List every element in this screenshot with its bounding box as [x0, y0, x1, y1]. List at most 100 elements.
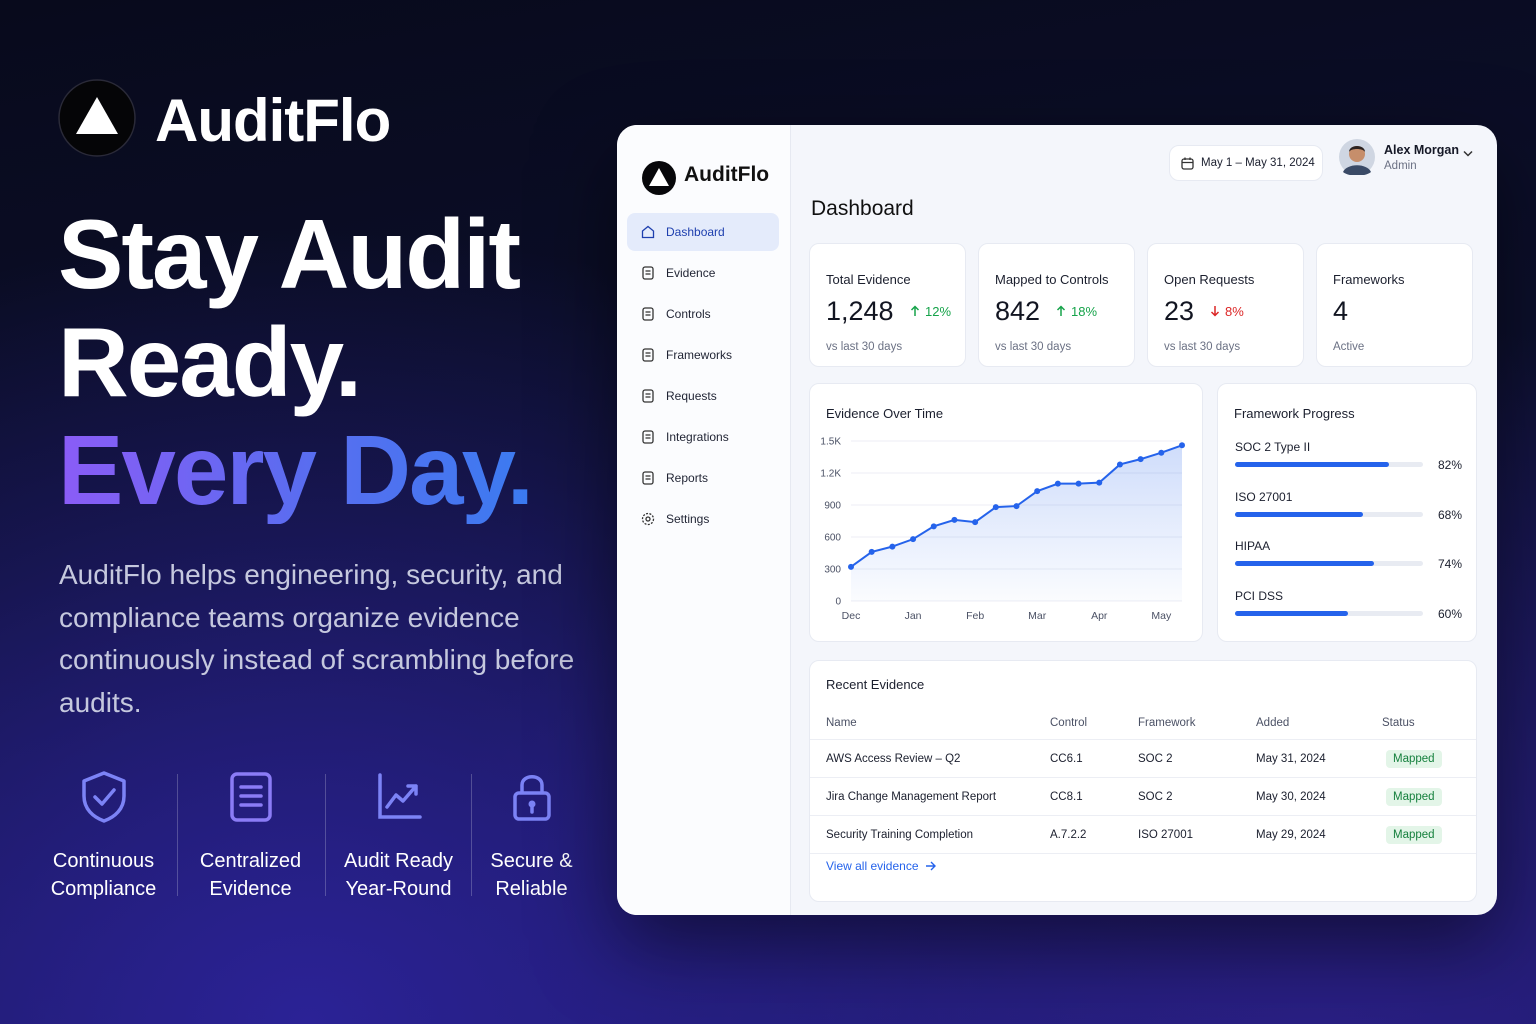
stat-label: Total Evidence	[826, 272, 911, 287]
change-value: 12%	[925, 304, 952, 319]
change-value: 8%	[1225, 304, 1244, 319]
change-arrow	[1056, 305, 1066, 316]
hero-title: Stay Audit Ready. Every Day.	[58, 200, 534, 524]
column-header: Added	[1256, 717, 1290, 729]
bar	[1235, 561, 1375, 566]
feature: Continuous Compliance	[30, 770, 177, 903]
nav-item[interactable]: Frameworks	[627, 336, 779, 374]
x-tick-label: Feb	[966, 610, 984, 622]
table-cell: May 30, 2024	[1256, 791, 1326, 803]
bar-value-label: 74%	[1437, 557, 1462, 571]
view-all-link[interactable]: View all evidence	[826, 859, 937, 873]
point	[1034, 488, 1041, 495]
hero-line: Ready.	[58, 307, 362, 417]
feature: Secure & Reliable	[458, 770, 605, 903]
stat-change: 8%	[1210, 304, 1244, 319]
feature-label: Secure & Reliable	[490, 850, 573, 900]
stat-note: vs last 30 days	[826, 341, 903, 353]
nav-item[interactable]: Integrations	[627, 418, 779, 456]
table-title: Recent Evidence	[826, 677, 925, 692]
feature-label: Centralized Evidence	[199, 850, 302, 900]
y-tick-label: 0	[835, 597, 841, 608]
arrow-shape	[1056, 305, 1066, 316]
nav-icon	[642, 307, 654, 321]
user-menu[interactable]: Alex Morgan Admin	[1339, 139, 1479, 179]
chart-title: Evidence Over Time	[826, 406, 944, 421]
arrow-icon	[925, 861, 936, 871]
date-range: May 1 – May 31, 2024	[1201, 157, 1315, 169]
status-badge: Mapped	[1386, 788, 1442, 806]
sidebar-logo	[642, 161, 676, 195]
nav-item[interactable]: Reports	[627, 459, 779, 497]
point	[1116, 461, 1123, 468]
nav-icon	[642, 389, 654, 403]
point	[1179, 442, 1185, 449]
status-badge: Mapped	[1386, 750, 1442, 768]
nav-item[interactable]: Controls	[627, 295, 779, 333]
bar-value-label: 68%	[1437, 507, 1462, 522]
y-tick-label: 300	[824, 565, 841, 576]
x-tick-label: Apr	[1091, 610, 1108, 622]
icon-shape	[645, 270, 651, 275]
row-divider	[810, 853, 1476, 854]
evidence-chart: Evidence Over Time 0 300 600 900 1.2K 1.5K Dec…	[809, 383, 1203, 642]
icon-shape	[642, 348, 654, 362]
bar-value-label: 82%	[1437, 458, 1462, 472]
table-cell: Security Training Completion	[826, 829, 974, 841]
point	[972, 519, 979, 526]
document-icon	[229, 772, 272, 822]
nav-label: Settings	[666, 512, 710, 526]
icon-shape	[642, 471, 654, 485]
nav-label: Integrations	[666, 430, 729, 444]
stat-card: Frameworks 4 Active	[1316, 243, 1473, 367]
icon-shape	[645, 434, 651, 439]
stat-note: vs last 30 days	[1164, 341, 1241, 353]
point	[951, 516, 958, 523]
icon-shape	[642, 389, 654, 403]
row-divider	[810, 815, 1476, 816]
separator	[325, 774, 326, 896]
table-cell: SOC 2	[1138, 791, 1173, 803]
stat-value: 1,248	[826, 296, 894, 326]
table-cell: CC8.1	[1050, 791, 1083, 803]
column-header: Status	[1382, 717, 1415, 729]
icon-shape	[642, 430, 654, 444]
nav-item[interactable]: Dashboard	[627, 213, 779, 251]
feature-label: Audit Ready Year-Round	[344, 850, 453, 900]
y-tick-label: 1.5K	[820, 437, 841, 448]
brand-logo	[58, 79, 136, 157]
nav-icon	[641, 225, 655, 239]
separator	[471, 774, 472, 896]
bar-value-label: 60%	[1437, 606, 1462, 621]
bar	[1235, 610, 1348, 616]
nav-item[interactable]: Settings	[627, 500, 779, 538]
user-name: Alex Morgan	[1384, 143, 1460, 157]
table-cell: May 29, 2024	[1256, 829, 1326, 841]
stat-card: Open Requests 23 8% vs last 30 days	[1147, 243, 1304, 367]
nav-item[interactable]: Requests	[627, 377, 779, 415]
chart-svg: 0 300 600 900 1.2K 1.5K Dec Jan Feb Mar Apr May	[820, 437, 1185, 622]
bar	[1235, 462, 1390, 467]
table-cell: CC6.1	[1050, 753, 1083, 765]
nav-label: Evidence	[666, 266, 716, 280]
feature-label: Continuous Compliance	[50, 850, 157, 900]
point	[1054, 480, 1061, 487]
recent-evidence: Recent Evidence View all evidence Name Co…	[809, 660, 1477, 902]
row-divider	[810, 777, 1476, 778]
nav-label: Reports	[666, 471, 709, 485]
feature: Audit Ready Year-Round	[325, 770, 472, 903]
point	[1158, 449, 1165, 456]
table-cell: SOC 2	[1138, 753, 1173, 765]
nav-item[interactable]: Evidence	[627, 254, 779, 292]
bar	[1235, 511, 1363, 517]
table-cell: May 31, 2024	[1256, 753, 1326, 765]
stat-label: Frameworks	[1333, 272, 1405, 287]
nav-label: Controls	[666, 307, 711, 321]
table-cell: ISO 27001	[1138, 829, 1193, 841]
x-tick-label: Mar	[1028, 610, 1047, 622]
stat-change: 12%	[910, 304, 951, 319]
date-picker[interactable]: May 1 – May 31, 2024	[1169, 145, 1323, 181]
stat-note: vs last 30 days	[995, 341, 1072, 353]
icon-shape	[642, 307, 654, 321]
